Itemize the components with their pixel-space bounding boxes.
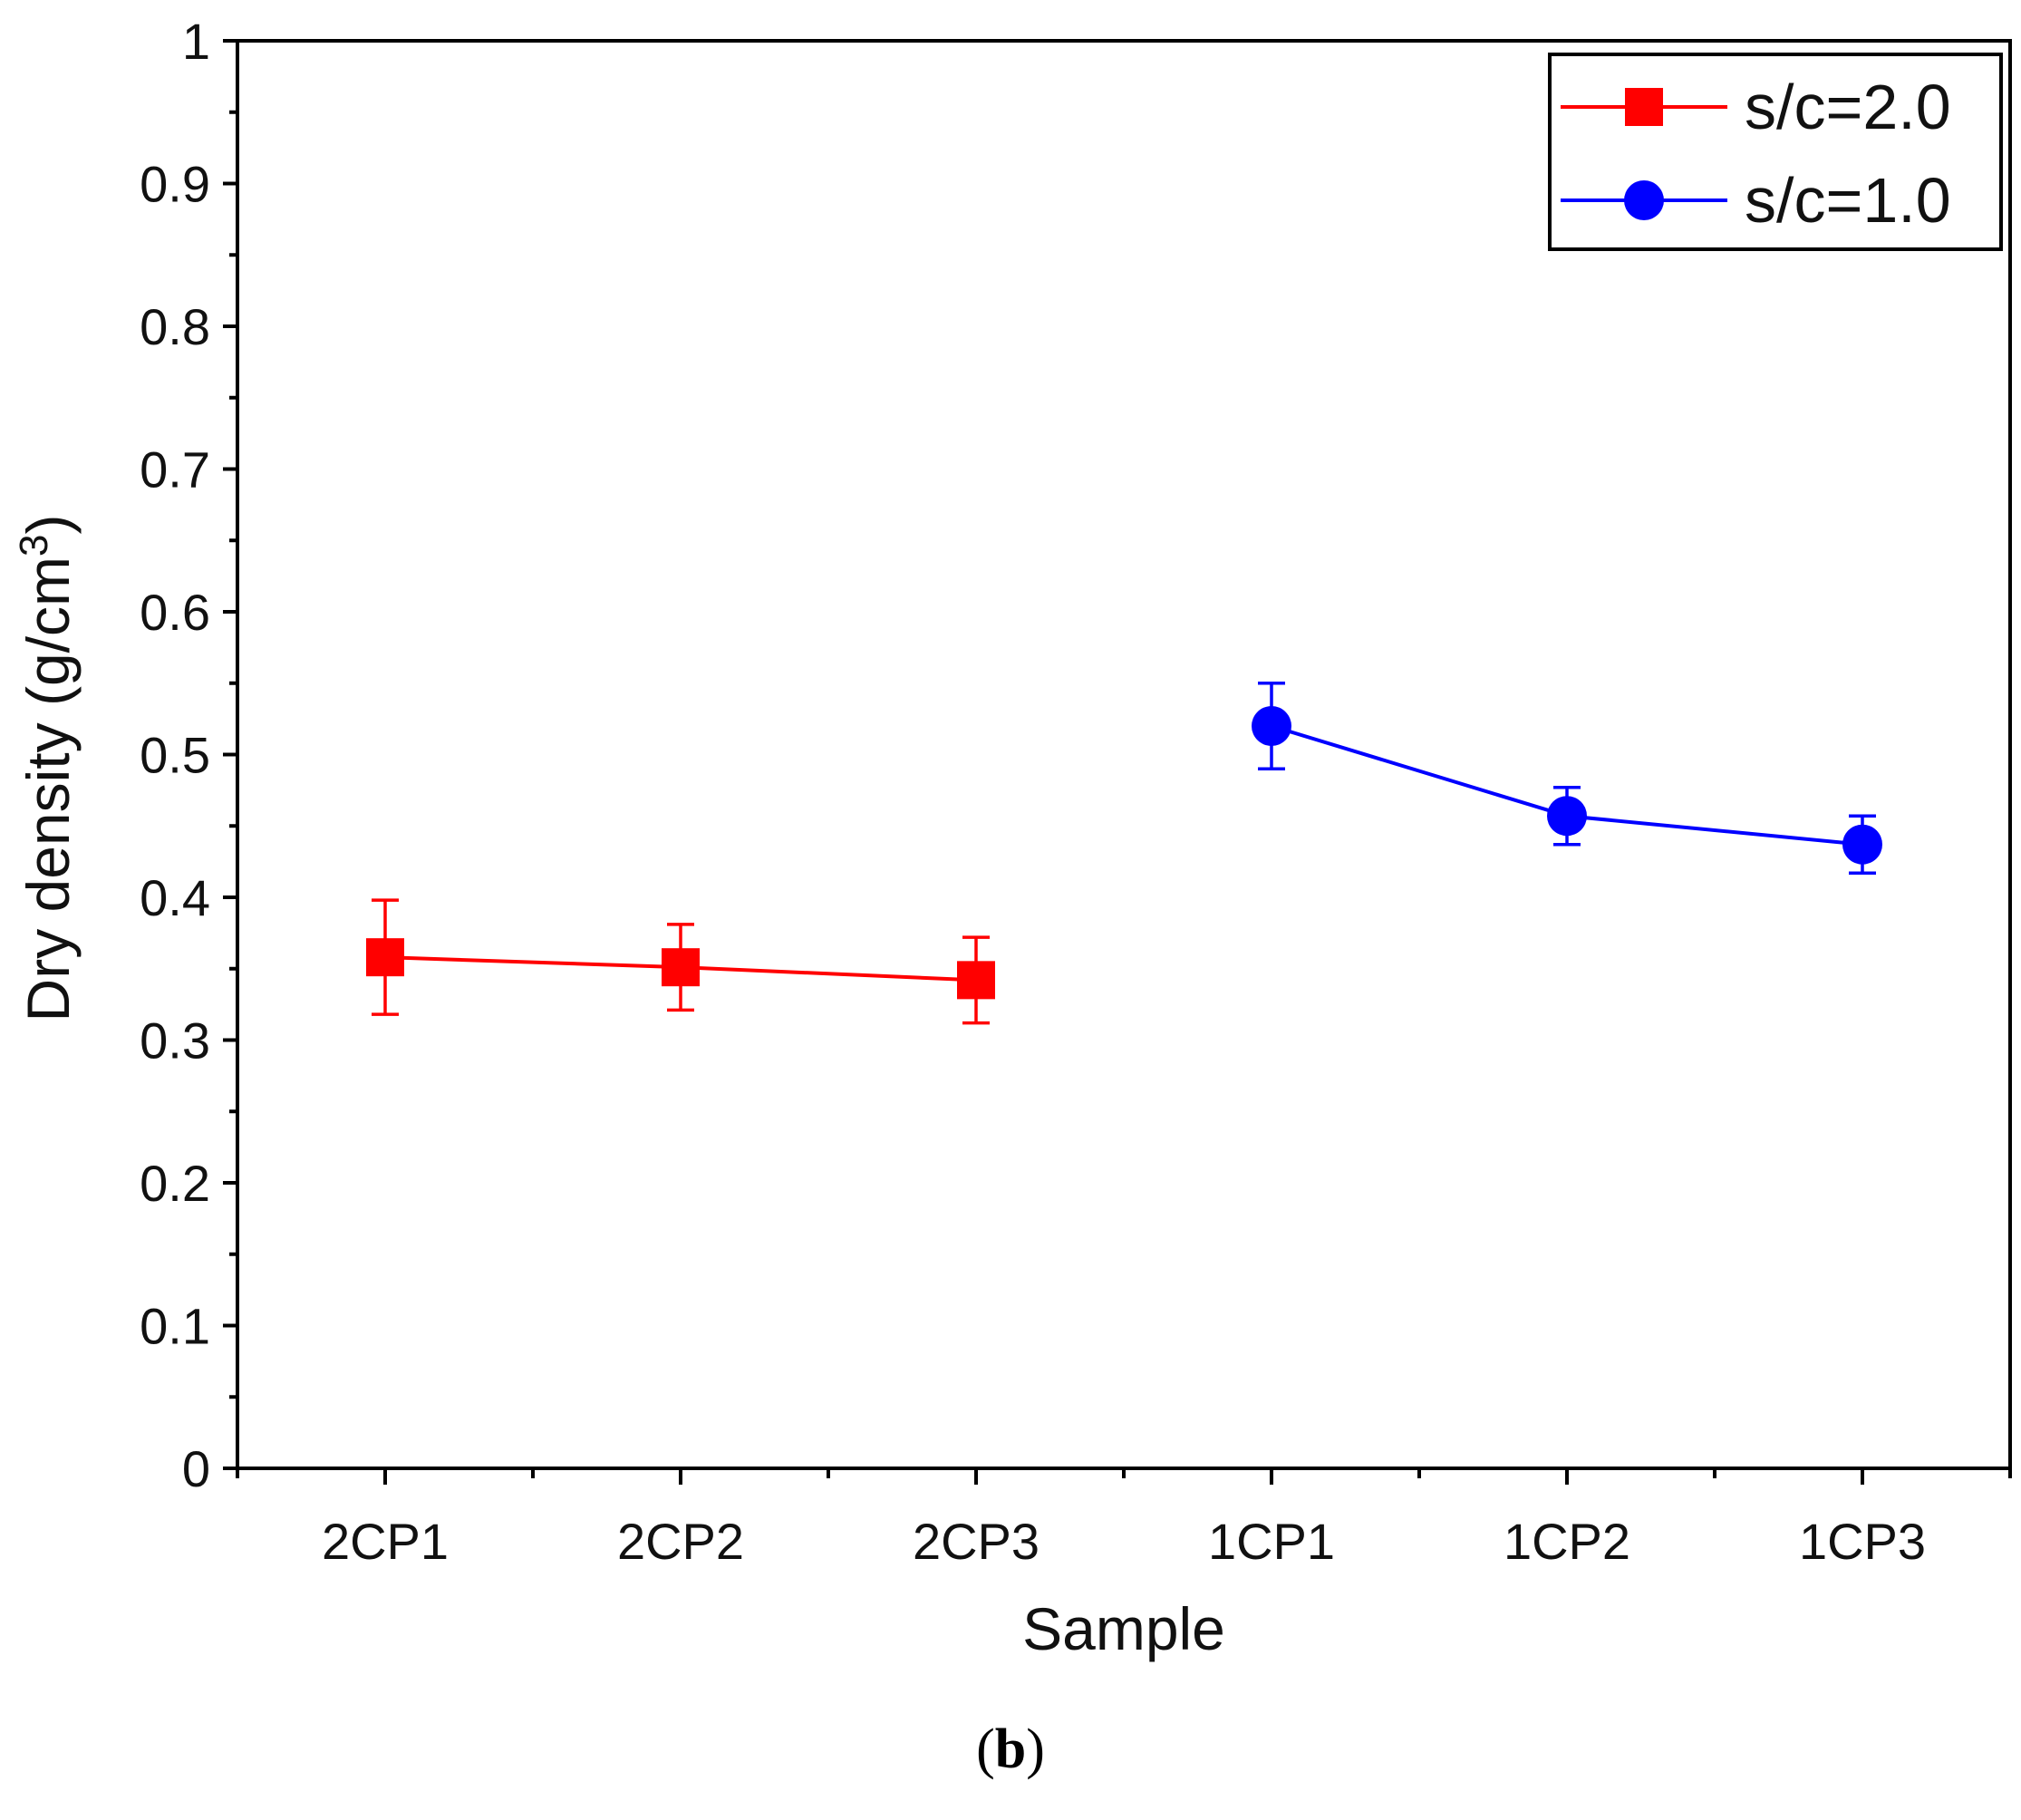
data-point-2cp3 bbox=[957, 961, 995, 1000]
y-tick-label: 0.8 bbox=[140, 298, 210, 355]
y-tick-label: 1 bbox=[182, 13, 210, 70]
x-tick-label-2cp1: 2CP1 bbox=[322, 1513, 449, 1570]
legend-box bbox=[1548, 53, 2003, 251]
y-tick-label: 0.6 bbox=[140, 584, 210, 641]
y-tick-label: 0.5 bbox=[140, 727, 210, 784]
data-point-1cp3 bbox=[1842, 824, 1882, 865]
legend-label-1: s/c=1.0 bbox=[1745, 165, 1951, 236]
y-tick-label: 0.7 bbox=[140, 441, 210, 499]
caption-open: ( bbox=[976, 1718, 995, 1780]
data-point-2cp2 bbox=[662, 948, 700, 987]
y-axis-label: Dry density (g/cm3) bbox=[12, 515, 82, 1022]
axes-layer: 0 0.1 0.2 0.3 0.4 0.5 0.6 0.7 0.8 0.9 1 2CP1 2CP2 2CP… bbox=[12, 13, 2012, 1662]
series-layer bbox=[366, 682, 1882, 1025]
caption-close: ) bbox=[1026, 1718, 1045, 1780]
x-tick-label-1cp1: 1CP1 bbox=[1208, 1513, 1335, 1570]
y-tick-label: 0 bbox=[182, 1440, 210, 1497]
legend-marker-square bbox=[1625, 88, 1663, 126]
y-tick-label: 0.3 bbox=[140, 1012, 210, 1070]
x-tick-label-2cp3: 2CP3 bbox=[913, 1513, 1040, 1570]
data-point-1cp2 bbox=[1547, 796, 1587, 837]
y-tick-label: 0.9 bbox=[140, 156, 210, 213]
x-tick-label-1cp2: 1CP2 bbox=[1504, 1513, 1630, 1570]
y-tick-label: 0.4 bbox=[140, 869, 210, 926]
x-tick-label-2cp2: 2CP2 bbox=[617, 1513, 744, 1570]
legend-marker-circle bbox=[1624, 180, 1664, 220]
x-axis-label: Sample bbox=[1022, 1595, 1225, 1662]
legend-label-0: s/c=2.0 bbox=[1745, 72, 1951, 142]
data-point-1cp1 bbox=[1252, 706, 1291, 746]
y-tick-label: 0.2 bbox=[140, 1155, 210, 1212]
y-tick-label: 0.1 bbox=[140, 1298, 210, 1355]
caption-letter: b bbox=[994, 1718, 1027, 1780]
legend: s/c=2.0 s/c=1.0 bbox=[1548, 53, 2003, 251]
figure-caption: (b) bbox=[0, 1718, 2021, 1782]
plot-frame bbox=[236, 39, 2012, 1470]
x-tick-label-1cp3: 1CP3 bbox=[1799, 1513, 1926, 1570]
data-point-2cp1 bbox=[366, 938, 404, 977]
